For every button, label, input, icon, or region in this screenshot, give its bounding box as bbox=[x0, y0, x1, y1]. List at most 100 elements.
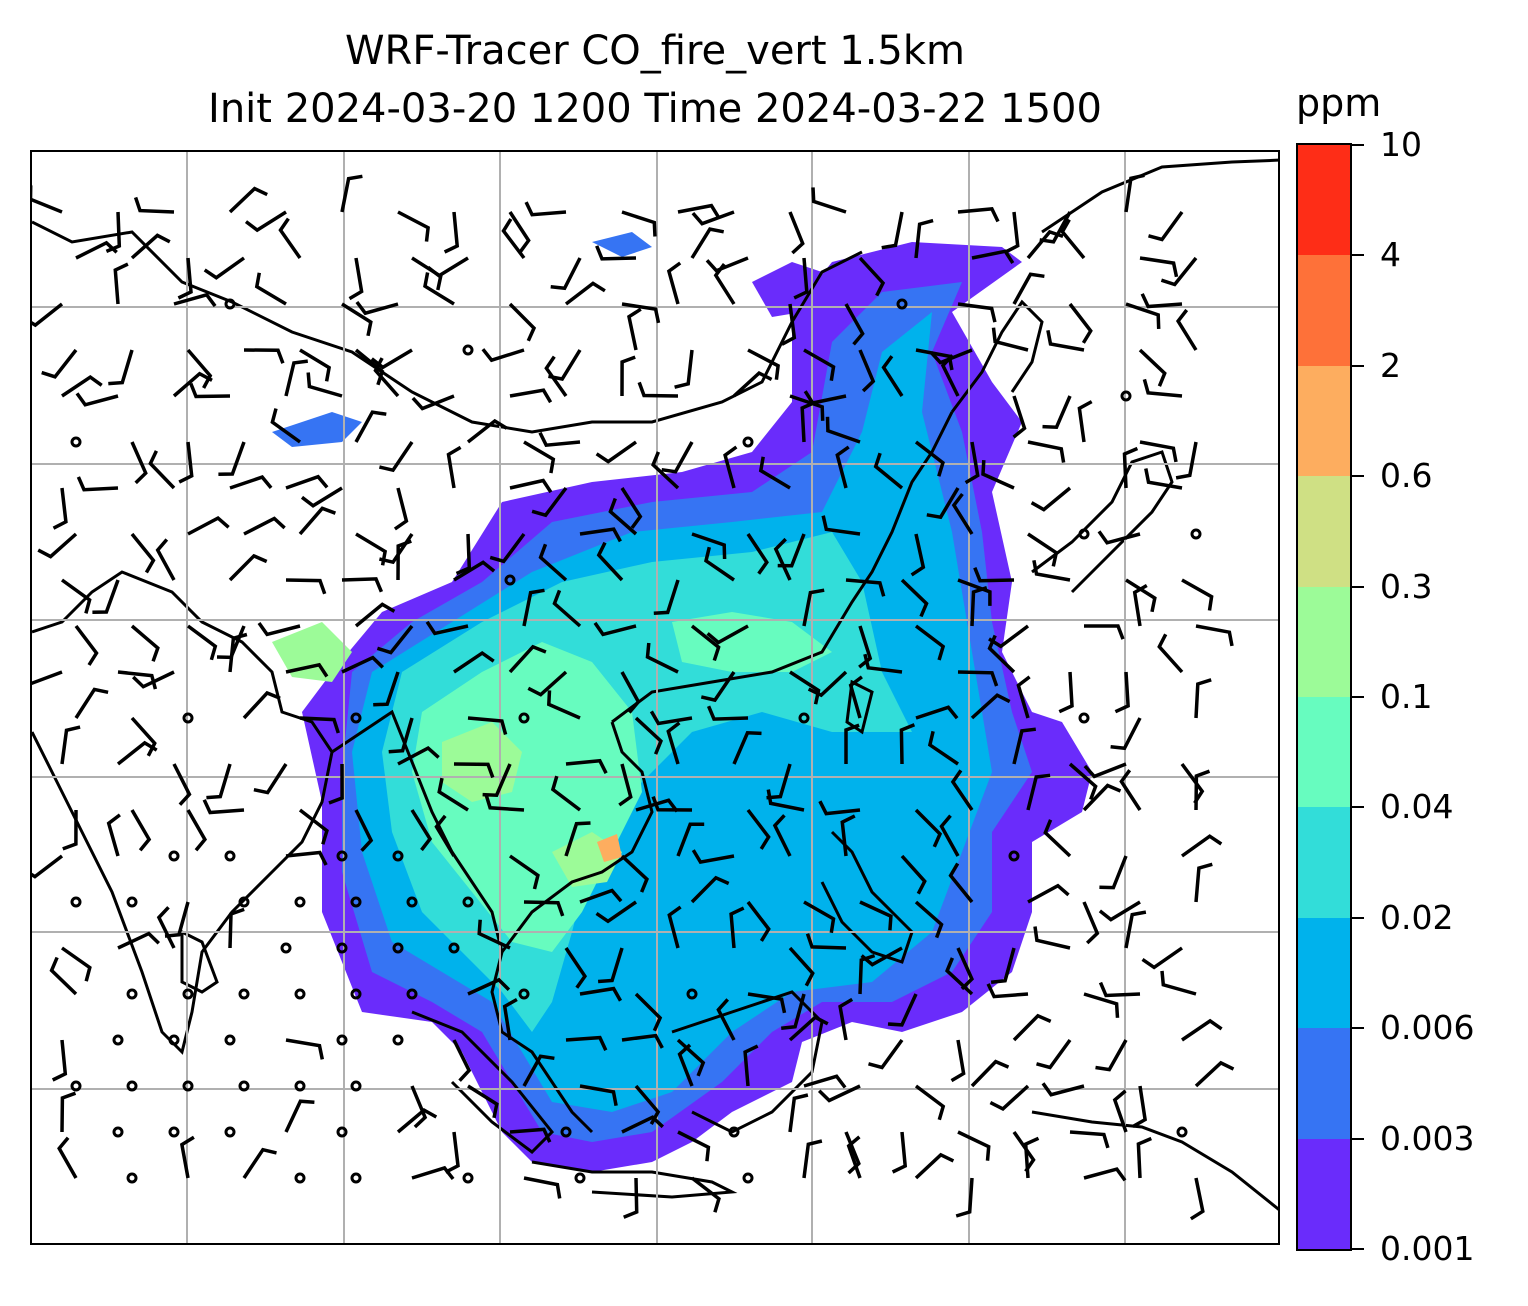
wind-barb bbox=[927, 730, 959, 766]
wind-barb bbox=[915, 705, 959, 720]
wind-barb bbox=[254, 272, 287, 306]
wind-barb bbox=[565, 758, 608, 774]
wind-calm-marker bbox=[168, 850, 180, 862]
wind-barb bbox=[623, 1177, 639, 1219]
wind-calm-marker bbox=[518, 988, 530, 1000]
wind-calm-marker bbox=[350, 988, 362, 1000]
wind-barb bbox=[1016, 675, 1031, 719]
wind-barb bbox=[948, 862, 974, 904]
wind-barb bbox=[523, 1176, 562, 1199]
wind-barb bbox=[51, 1039, 68, 1082]
wind-barb bbox=[552, 589, 582, 628]
wind-barb bbox=[509, 478, 553, 494]
wind-barb bbox=[446, 445, 462, 489]
wind-barb bbox=[635, 798, 679, 813]
wind-barb bbox=[341, 655, 385, 674]
wind-barb bbox=[130, 624, 160, 662]
map-title-line-2: Init 2024-03-20 1200 Time 2024-03-22 150… bbox=[208, 86, 1102, 132]
wind-barb bbox=[596, 541, 624, 582]
wind-barb bbox=[228, 553, 268, 582]
wind-calm-marker bbox=[1190, 528, 1202, 540]
wind-calm-marker bbox=[182, 988, 194, 1000]
wind-barb bbox=[434, 814, 456, 857]
wind-barb bbox=[508, 211, 531, 253]
wind-barb bbox=[595, 440, 638, 464]
wind-barb bbox=[186, 348, 213, 389]
wind-barb bbox=[691, 532, 727, 560]
wind-barb bbox=[608, 497, 638, 536]
wind-barb bbox=[1077, 400, 1093, 443]
wind-barb bbox=[546, 690, 581, 720]
wind-calm-marker bbox=[462, 1172, 474, 1184]
wind-calm-marker bbox=[448, 942, 460, 954]
map-panel[interactable] bbox=[30, 150, 1280, 1245]
wind-barb bbox=[821, 515, 861, 536]
wind-barb bbox=[130, 532, 156, 574]
wind-barb bbox=[802, 1139, 823, 1179]
wind-barb bbox=[1144, 468, 1183, 490]
wind-barb bbox=[1189, 1177, 1205, 1221]
wind-calm-marker bbox=[742, 436, 754, 448]
wind-barb bbox=[1175, 308, 1198, 351]
wind-barb bbox=[105, 211, 122, 254]
wind-barb bbox=[595, 900, 637, 924]
wind-barb bbox=[228, 907, 245, 949]
wind-barb bbox=[285, 662, 329, 678]
wind-barb bbox=[453, 650, 495, 674]
wind-barb bbox=[666, 261, 682, 305]
wind-barb bbox=[621, 1115, 664, 1134]
wind-calm-marker bbox=[518, 712, 530, 724]
wind-calm-marker bbox=[686, 988, 698, 1000]
wind-barb bbox=[1141, 946, 1183, 970]
wind-barb bbox=[437, 777, 469, 812]
wind-barb bbox=[1138, 348, 1167, 387]
wind-barb bbox=[370, 348, 413, 370]
wind-calm-marker bbox=[1120, 390, 1132, 402]
wind-barb bbox=[148, 450, 176, 490]
wind-barb bbox=[1058, 671, 1074, 714]
coastline-taiwan bbox=[845, 679, 874, 735]
wind-barb bbox=[627, 307, 642, 351]
coastline-japan bbox=[1031, 450, 1174, 594]
coastlines bbox=[32, 158, 1278, 1211]
wind-barb bbox=[723, 445, 738, 489]
wind-barb bbox=[981, 460, 1015, 490]
coastline-srilanka bbox=[180, 929, 219, 994]
wind-barb bbox=[354, 410, 387, 443]
wind-barb bbox=[1027, 883, 1070, 904]
wind-barb bbox=[354, 602, 396, 628]
wind-barb bbox=[229, 475, 273, 490]
wind-barb bbox=[747, 992, 787, 1014]
wind-barb bbox=[800, 400, 816, 443]
wind-calm-marker bbox=[728, 1126, 740, 1138]
wind-barb bbox=[989, 1084, 1030, 1112]
wind-barbs bbox=[32, 173, 1235, 1221]
wind-barb bbox=[690, 624, 721, 662]
wind-barb bbox=[156, 906, 176, 949]
wind-barb bbox=[971, 249, 1015, 265]
wind-calm-marker bbox=[294, 896, 306, 908]
wind-barb bbox=[746, 533, 769, 575]
wind-barb bbox=[452, 1039, 472, 1082]
wind-barb bbox=[284, 359, 309, 397]
wind-barb bbox=[835, 445, 850, 489]
wind-barb bbox=[32, 854, 64, 879]
wind-barb bbox=[1112, 1089, 1128, 1133]
wind-barb bbox=[453, 560, 496, 582]
wind-barb bbox=[1069, 1130, 1110, 1149]
wind-barb bbox=[858, 349, 876, 393]
wind-barb bbox=[620, 671, 641, 714]
wind-calm-marker bbox=[392, 1034, 404, 1046]
wind-barb bbox=[805, 933, 847, 950]
wind-calm-marker bbox=[350, 1172, 362, 1184]
wind-barb bbox=[991, 327, 1029, 352]
coastline-indochina bbox=[331, 709, 594, 1134]
wind-barb bbox=[1082, 901, 1100, 945]
wind-barb bbox=[661, 441, 694, 474]
colorbar-tick bbox=[1352, 1137, 1364, 1140]
wind-barb bbox=[92, 579, 120, 614]
wind-barb bbox=[1148, 210, 1184, 242]
wind-barb bbox=[781, 993, 806, 1030]
wind-barb bbox=[522, 588, 545, 627]
wind-barb bbox=[354, 348, 385, 386]
